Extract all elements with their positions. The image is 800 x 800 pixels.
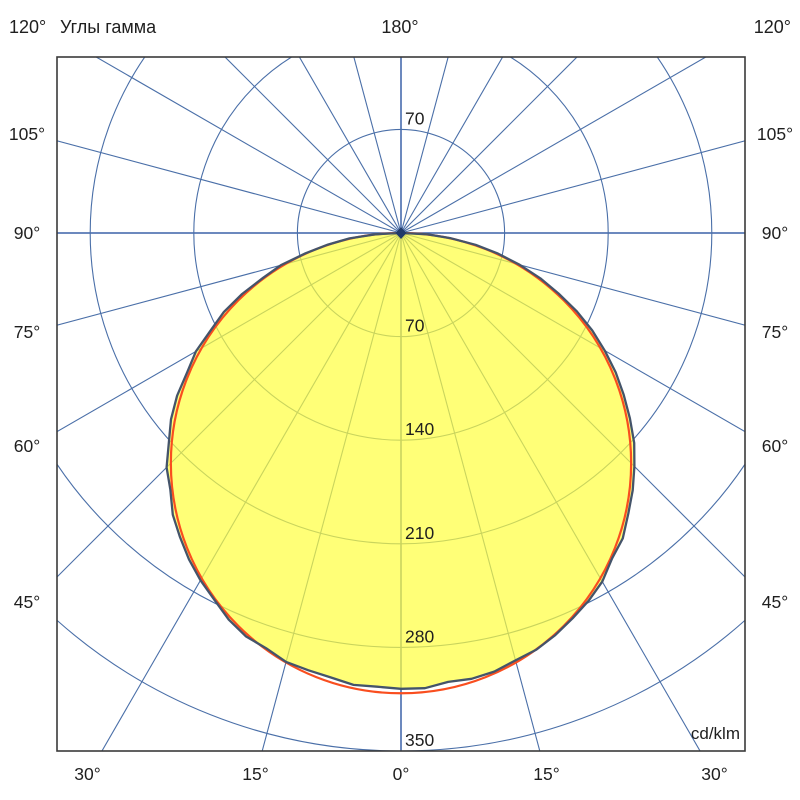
intensity-curve-fill [166, 233, 635, 689]
top-right-angle-label: 120° [753, 17, 791, 37]
gamma-axis-label-left: 75° [14, 322, 40, 342]
plot-box [56, 56, 746, 752]
polar-grid-ray [400, 57, 578, 234]
polar-grid-ray [400, 57, 449, 234]
ring-value-label: 350 [405, 730, 434, 750]
top-center-angle-label: 180° [381, 17, 419, 37]
gamma-axis-label-left: 90° [14, 223, 40, 243]
ring-value-label: 280 [405, 626, 434, 646]
gamma-axis-label-bottom: 15° [533, 764, 559, 784]
polar-grid-ray [400, 232, 745, 326]
polar-grid-ray [95, 57, 402, 234]
chart-title: Углы гамма [60, 17, 157, 37]
gamma-axis-label-bottom: 15° [242, 764, 268, 784]
units-label: cd/klm [691, 724, 740, 743]
ring-value-label: 70 [405, 316, 425, 336]
gamma-axis-label-bottom: 0° [393, 764, 410, 784]
center-marker [395, 227, 407, 239]
gamma-axis-label-right: 45° [762, 592, 788, 612]
polar-grid-ray [400, 57, 707, 234]
ring-value-label: 140 [405, 419, 434, 439]
intensity-curve-outline [165, 231, 636, 690]
polar-grid-ray [353, 57, 402, 234]
gamma-axis-label-left: 60° [14, 436, 40, 456]
gamma-axis-label-right: 90° [762, 223, 788, 243]
polar-grid-ray [57, 232, 402, 326]
gamma-axis-label-right: 75° [762, 322, 788, 342]
polar-grid-ray [57, 140, 402, 234]
ring-value-label: 210 [405, 523, 434, 543]
gamma-axis-label-right: 105° [757, 124, 793, 144]
gamma-axis-label-bottom: 30° [74, 764, 100, 784]
ring-value-label-upper: 70 [405, 108, 425, 128]
gamma-axis-label-left: 45° [14, 592, 40, 612]
gamma-axis-label-bottom: 30° [701, 764, 727, 784]
gamma-axis-label-right: 60° [762, 436, 788, 456]
gamma-axis-label-left: 105° [9, 124, 45, 144]
polar-grid-ray [224, 57, 402, 234]
polar-grid-ray [400, 140, 745, 234]
top-left-angle-label: 120° [9, 17, 47, 37]
curves [165, 231, 636, 695]
